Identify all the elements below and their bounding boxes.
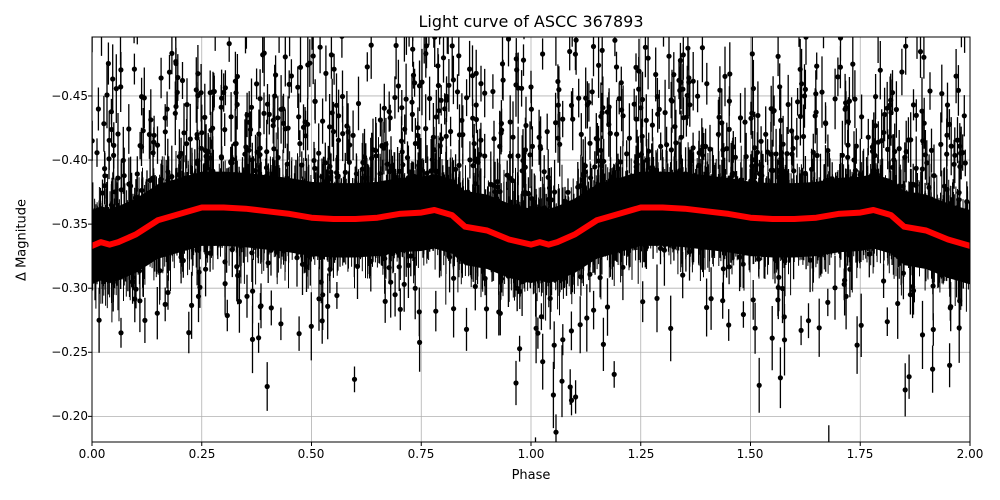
y-axis-label: Δ Magnitude [14,199,30,281]
chart-title: Light curve of ASCC 367893 [418,12,644,31]
x-tick-label: 2.00 [956,447,984,461]
x-tick-label: 1.25 [627,447,655,461]
x-tick-label: 1.50 [736,447,764,461]
y-tick-label: −0.25 [51,345,88,359]
x-axis-label: Phase [511,468,551,483]
x-tick-label: 0.75 [407,447,435,461]
x-tick-label: 0.50 [297,447,325,461]
y-tick-label: −0.30 [51,281,88,295]
x-tick-label: 0.25 [188,447,216,461]
axes-frame [88,36,971,446]
x-tick-label: 0.00 [78,447,106,461]
y-tick-label: −0.20 [51,409,88,423]
y-tick-label: −0.40 [51,153,88,167]
observation-points [92,37,970,442]
x-tick-label: 1.75 [846,447,874,461]
y-tick-label: −0.45 [51,89,88,103]
y-tick-label: −0.35 [51,217,88,231]
model-curve [92,204,970,249]
x-tick-label: 1.00 [517,447,545,461]
